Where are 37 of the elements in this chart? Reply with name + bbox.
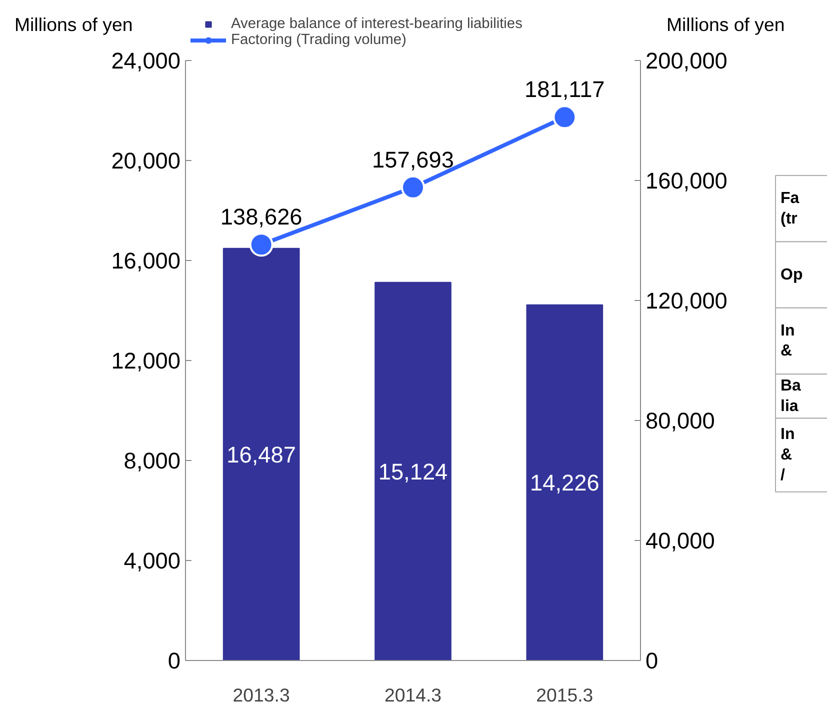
y-tick-label: 0 <box>168 648 181 674</box>
data-label: 14,226 <box>530 470 600 496</box>
bar <box>526 304 604 660</box>
text: Op <box>780 266 803 284</box>
y-tick-label: 8,000 <box>124 448 181 474</box>
x-tick-label: 2014.3 <box>384 684 442 706</box>
point <box>401 175 425 200</box>
data-label: 157,693 <box>372 146 454 172</box>
y2-axis-title: Millions of yen <box>666 14 785 35</box>
y-axis-title: Millions of yen <box>14 14 133 35</box>
data-label: 15,124 <box>378 458 448 484</box>
y-tick-label: 24,000 <box>111 48 180 74</box>
data-label: 16,487 <box>226 441 296 468</box>
y2-tick-label: 0 <box>646 648 658 674</box>
y2-tick-label: 80,000 <box>646 408 715 434</box>
bar <box>222 248 300 660</box>
x-tick-label: 2015.3 <box>536 684 594 706</box>
y-tick-label: 12,000 <box>111 348 180 374</box>
y-tick-label: 16,000 <box>111 248 180 274</box>
y2-tick-label: 40,000 <box>646 528 715 554</box>
y-tick-label: 4,000 <box>124 548 181 574</box>
point <box>552 105 577 130</box>
y2-tick-label: 120,000 <box>646 288 728 314</box>
text: Ba lia <box>780 378 802 415</box>
y-tick-label: 20,000 <box>111 148 180 174</box>
y2-tick-label: 160,000 <box>646 168 728 194</box>
text: In & <box>780 322 795 360</box>
y2-tick-label: 200,000 <box>646 48 728 74</box>
legend-label: Factoring (Trading volume) <box>231 32 406 48</box>
x-tick-label: 2013.3 <box>232 684 290 706</box>
data-label: 138,626 <box>220 204 302 230</box>
text: Fa (tr <box>780 190 800 228</box>
point <box>249 232 274 257</box>
bar <box>374 282 452 660</box>
legend-label: Average balance of interest-bearing liabilities <box>231 16 522 32</box>
data-label: 181,117 <box>524 76 605 102</box>
text: In & / <box>780 426 795 484</box>
